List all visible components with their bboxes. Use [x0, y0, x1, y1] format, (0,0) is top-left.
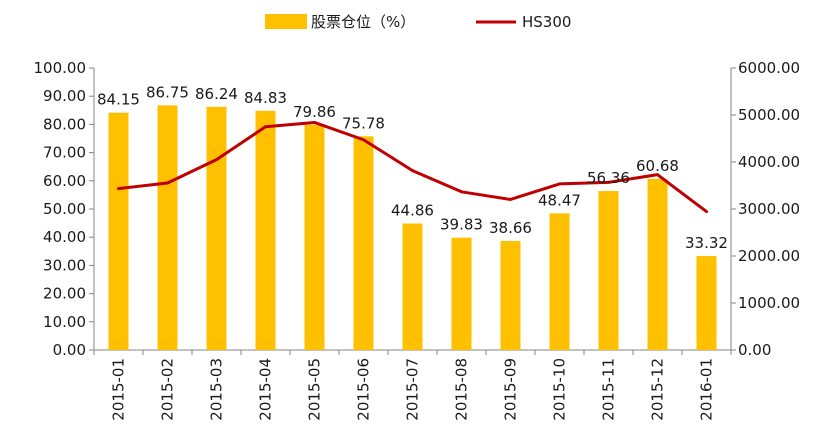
right-y-tick-label: 5000.00	[738, 106, 800, 124]
right-y-tick-label: 1000.00	[738, 294, 800, 312]
bar	[696, 256, 717, 350]
bar	[500, 240, 521, 350]
legend: 股票仓位（%） HS300	[265, 13, 571, 31]
x-tick-label: 2015-06	[355, 358, 373, 421]
legend-label-stock-position: 股票仓位（%）	[311, 13, 415, 31]
x-tick-label: 2015-11	[600, 358, 618, 421]
left-y-tick-label: 90.00	[43, 87, 86, 105]
x-tick-label: 2015-09	[502, 358, 520, 421]
bar-data-label: 86.75	[146, 83, 189, 101]
bar-data-label: 79.86	[293, 103, 336, 121]
left-y-tick-label: 0.00	[53, 341, 86, 359]
bar-data-label: 60.68	[636, 157, 679, 175]
left-y-tick-label: 10.00	[43, 313, 86, 331]
bar-data-label: 48.47	[538, 191, 581, 209]
x-tick-label: 2015-03	[208, 358, 226, 421]
x-tick-label: 2015-01	[110, 358, 128, 421]
x-tick-label: 2015-07	[404, 358, 422, 421]
bar	[206, 106, 227, 351]
bar-data-label: 33.32	[685, 234, 728, 252]
left-y-tick-label: 70.00	[43, 144, 86, 162]
right-y-tick-label: 6000.00	[738, 59, 800, 77]
bar	[598, 191, 619, 350]
bar-data-label: 39.83	[440, 216, 483, 234]
legend-swatch-stock-position	[265, 14, 307, 29]
bar-data-label: 84.83	[244, 89, 287, 107]
x-tick-label: 2015-05	[306, 358, 324, 421]
left-y-tick-label: 80.00	[43, 115, 86, 133]
hs300-line	[117, 120, 708, 214]
x-tick-label: 2015-08	[453, 358, 471, 421]
bar	[255, 110, 276, 350]
bar-data-label: 44.86	[391, 201, 434, 219]
bar	[304, 124, 325, 350]
bar-series	[108, 105, 717, 351]
legend-label-hs300: HS300	[522, 13, 571, 31]
bar	[108, 112, 129, 351]
bar	[353, 136, 374, 350]
left-y-tick-label: 40.00	[43, 228, 86, 246]
data-labels: 84.15 86.75 86.24 84.83 79.86 75.78 44.86 39.83…	[97, 83, 728, 252]
x-tick-label: 2015-10	[551, 358, 569, 421]
x-tick-label: 2015-04	[257, 358, 275, 421]
x-tick-label: 2015-12	[649, 358, 667, 421]
bar-data-label: 75.78	[342, 114, 385, 132]
line-series	[117, 120, 708, 214]
bar	[549, 213, 570, 350]
left-y-tick-label: 50.00	[43, 200, 86, 218]
bar	[157, 105, 178, 351]
bar-data-label: 86.24	[195, 85, 238, 103]
right-y-tick-label: 3000.00	[738, 200, 800, 218]
left-y-tick-label: 60.00	[43, 172, 86, 190]
right-y-tick-label: 2000.00	[738, 247, 800, 265]
bar	[402, 223, 423, 350]
bar-data-label: 56.36	[587, 169, 630, 187]
x-tick-label: 2015-02	[159, 358, 177, 421]
bar-data-label: 38.66	[489, 219, 532, 237]
bar-data-label: 84.15	[97, 91, 140, 109]
left-y-tick-label: 20.00	[43, 285, 86, 303]
bar	[451, 237, 472, 350]
right-y-tick-label: 4000.00	[738, 153, 800, 171]
axes: 0.00 10.00 20.00 30.00 40.00 50.00 60.00 70.00 8…	[34, 59, 801, 421]
left-y-tick-label: 30.00	[43, 256, 86, 274]
right-y-tick-label: 0.00	[738, 341, 771, 359]
x-tick-label: 2016-01	[698, 358, 716, 421]
bar	[647, 178, 668, 350]
left-y-tick-label: 100.00	[34, 59, 87, 77]
